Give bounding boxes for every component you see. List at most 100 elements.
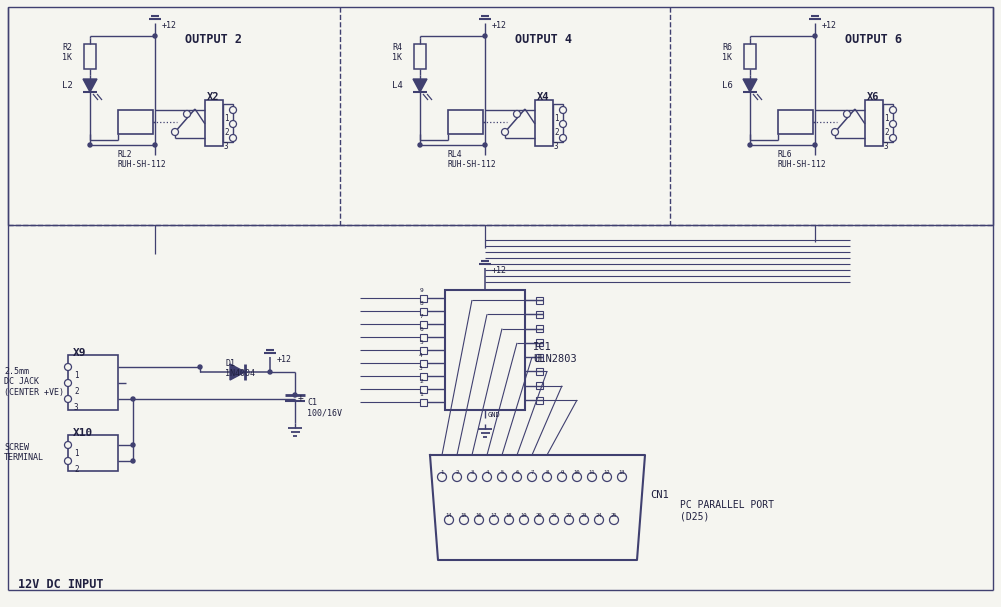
Text: IC1
ULN2803: IC1 ULN2803 <box>533 342 577 364</box>
Circle shape <box>483 143 487 147</box>
Text: 2: 2 <box>884 128 889 137</box>
Circle shape <box>813 34 817 38</box>
Text: 15: 15 <box>460 513 467 518</box>
Text: OUTPUT 6: OUTPUT 6 <box>845 33 902 46</box>
Circle shape <box>832 129 839 135</box>
Circle shape <box>560 121 567 127</box>
Circle shape <box>153 143 157 147</box>
Text: RL6
RUH-SH-112: RL6 RUH-SH-112 <box>778 150 827 169</box>
Text: 8: 8 <box>546 470 549 475</box>
Text: 2: 2 <box>554 128 559 137</box>
Text: +12: +12 <box>162 21 177 30</box>
Polygon shape <box>743 79 757 92</box>
Text: GND: GND <box>488 412 500 418</box>
Text: 2.5mm
DC JACK
(CENTER +VE): 2.5mm DC JACK (CENTER +VE) <box>4 367 64 397</box>
Circle shape <box>560 106 567 114</box>
Bar <box>84 44 96 69</box>
Circle shape <box>550 515 559 524</box>
Circle shape <box>467 472 476 481</box>
Circle shape <box>497 472 507 481</box>
Text: R2
1K: R2 1K <box>62 43 72 63</box>
Circle shape <box>502 129 509 135</box>
Text: 21: 21 <box>551 513 558 518</box>
Text: 2: 2 <box>74 465 79 474</box>
Text: 12: 12 <box>604 470 611 475</box>
Bar <box>536 339 543 347</box>
Circle shape <box>459 515 468 524</box>
Text: 3: 3 <box>419 366 422 371</box>
Circle shape <box>88 143 92 147</box>
Bar <box>883 104 893 142</box>
Text: 18: 18 <box>506 513 513 518</box>
Text: +12: +12 <box>492 21 507 30</box>
Bar <box>414 44 426 69</box>
Text: 9: 9 <box>419 288 422 293</box>
Text: X6: X6 <box>867 92 880 102</box>
Circle shape <box>153 34 157 38</box>
Text: 3: 3 <box>74 403 79 412</box>
Text: 5: 5 <box>500 470 504 475</box>
Circle shape <box>131 459 135 463</box>
Bar <box>744 44 756 69</box>
Circle shape <box>229 121 236 127</box>
Circle shape <box>437 472 446 481</box>
Circle shape <box>418 143 422 147</box>
Circle shape <box>452 472 461 481</box>
Text: 22: 22 <box>566 513 573 518</box>
Text: 3: 3 <box>554 142 559 151</box>
Text: 19: 19 <box>521 513 528 518</box>
Text: OUTPUT 4: OUTPUT 4 <box>515 33 572 46</box>
Text: 23: 23 <box>581 513 588 518</box>
Bar <box>536 382 543 389</box>
Bar <box>536 354 543 361</box>
Bar <box>223 104 233 142</box>
Circle shape <box>64 441 71 449</box>
Bar <box>420 347 427 353</box>
Bar <box>420 399 427 405</box>
Bar <box>865 100 883 146</box>
Circle shape <box>603 472 612 481</box>
Circle shape <box>483 34 487 38</box>
Circle shape <box>528 472 537 481</box>
Circle shape <box>293 393 297 397</box>
Bar <box>118 110 153 134</box>
Bar <box>536 396 543 404</box>
Circle shape <box>610 515 619 524</box>
Text: X2: X2 <box>207 92 219 102</box>
Text: D1
1N4004: D1 1N4004 <box>225 359 255 378</box>
Text: 1: 1 <box>74 371 79 380</box>
Circle shape <box>229 135 236 141</box>
Text: 6: 6 <box>516 470 519 475</box>
Text: CN1: CN1 <box>650 490 669 500</box>
Text: 25: 25 <box>611 513 618 518</box>
Circle shape <box>844 110 851 118</box>
Text: +: + <box>298 393 304 403</box>
Text: R4
1K: R4 1K <box>392 43 402 63</box>
Text: OUTPUT 2: OUTPUT 2 <box>185 33 242 46</box>
Bar <box>535 100 553 146</box>
Text: 16: 16 <box>475 513 482 518</box>
Circle shape <box>543 472 552 481</box>
Polygon shape <box>83 79 97 92</box>
Circle shape <box>558 472 567 481</box>
Text: +12: +12 <box>822 21 837 30</box>
Bar <box>420 373 427 379</box>
Text: 17: 17 <box>490 513 497 518</box>
Text: 1: 1 <box>419 392 422 397</box>
Text: 2: 2 <box>419 379 422 384</box>
Circle shape <box>573 472 582 481</box>
Circle shape <box>229 106 236 114</box>
Bar <box>420 320 427 328</box>
Circle shape <box>64 396 71 402</box>
Bar <box>420 385 427 393</box>
Text: X9: X9 <box>73 348 86 358</box>
Text: C1
100/16V: C1 100/16V <box>307 398 342 418</box>
Text: 11: 11 <box>589 470 596 475</box>
Circle shape <box>748 143 752 147</box>
Text: L4: L4 <box>392 81 402 90</box>
Text: 1: 1 <box>554 114 559 123</box>
Text: 10: 10 <box>574 470 581 475</box>
Circle shape <box>618 472 627 481</box>
Circle shape <box>514 110 521 118</box>
Text: 20: 20 <box>536 513 543 518</box>
